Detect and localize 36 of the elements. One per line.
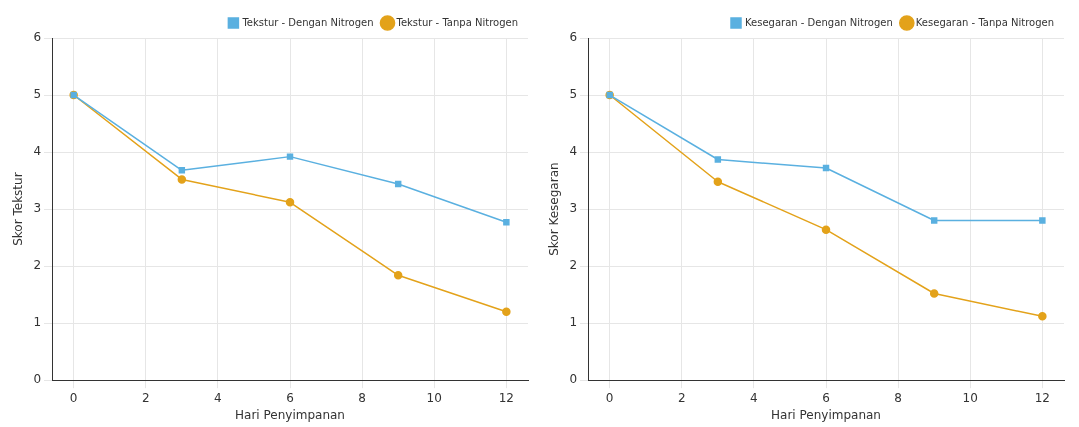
- x-tick-label: 12: [1034, 390, 1051, 405]
- legend-label: Tekstur - Tanpa Nitrogen: [395, 16, 518, 28]
- x-tick-label: 8: [894, 390, 902, 405]
- legend-label: Kesegaran - Tanpa Nitrogen: [915, 16, 1055, 28]
- y-tick-label: 1: [33, 315, 42, 330]
- y-tick-label: 6: [569, 30, 578, 45]
- y-tick-label: 5: [33, 87, 42, 102]
- x-tick-label: 6: [286, 390, 294, 405]
- x-tick-label: 0: [69, 390, 78, 405]
- y-tick-label: 2: [33, 258, 42, 273]
- x-tick-label: 10: [426, 390, 442, 405]
- x-tick-label: 6: [822, 390, 830, 405]
- x-axis-title: Hari Penyimpanan: [771, 407, 881, 422]
- x-tick-label: 0: [605, 390, 614, 405]
- x-axis-title: Hari Penyimpanan: [235, 407, 345, 422]
- y-tick-label: 0: [569, 372, 578, 387]
- y-tick-label: 2: [569, 258, 578, 273]
- x-tick-label: 4: [750, 390, 758, 405]
- y-axis-title: Skor Tekstur: [11, 172, 26, 246]
- y-tick-label: 1: [569, 315, 578, 330]
- y-tick-label: 0: [33, 372, 42, 387]
- x-tick-label: 12: [498, 390, 515, 405]
- y-axis-title: Skor Kesegaran: [547, 162, 562, 256]
- y-tick-label: 3: [33, 201, 42, 216]
- legend-label: Kesegaran - Dengan Nitrogen: [745, 16, 893, 28]
- y-tick-label: 4: [569, 144, 578, 159]
- y-tick-label: 6: [33, 30, 42, 45]
- x-tick-label: 10: [962, 390, 978, 405]
- y-tick-label: 5: [569, 87, 578, 102]
- legend-label: Tekstur - Dengan Nitrogen: [241, 16, 374, 28]
- y-tick-label: 4: [33, 144, 42, 159]
- x-tick-label: 2: [677, 390, 686, 405]
- x-tick-label: 4: [214, 390, 222, 405]
- x-tick-label: 2: [141, 390, 150, 405]
- y-tick-label: 3: [569, 201, 578, 216]
- x-tick-label: 8: [358, 390, 366, 405]
